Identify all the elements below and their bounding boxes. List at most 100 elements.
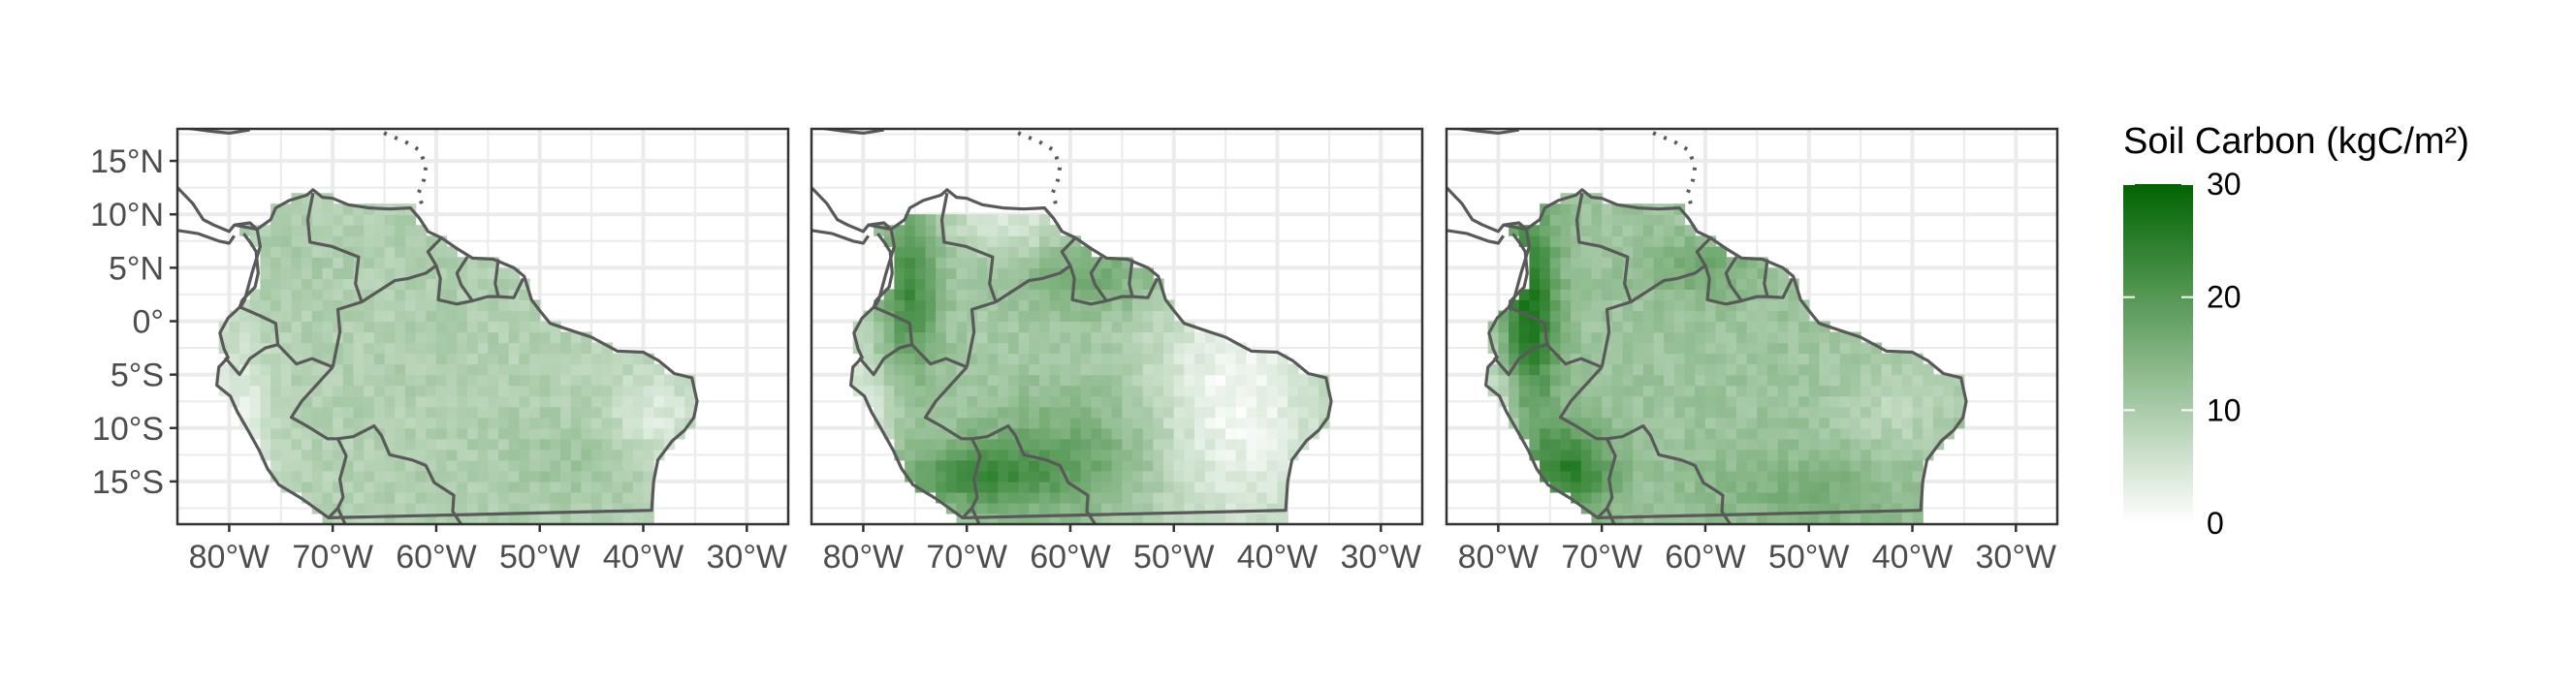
cell (457, 331, 468, 344)
cell (1308, 374, 1320, 387)
cell (1235, 395, 1248, 408)
cell (353, 225, 365, 236)
cell (1256, 374, 1268, 387)
cell (874, 353, 885, 365)
cell (1757, 331, 1768, 344)
cell (302, 459, 313, 472)
cell (1184, 331, 1195, 344)
cell (1642, 310, 1655, 323)
cell (1715, 427, 1727, 440)
cell (1839, 342, 1852, 355)
cell (1029, 214, 1040, 226)
cell (1704, 257, 1717, 268)
cell (1540, 289, 1551, 300)
cell (1850, 406, 1861, 419)
cell (663, 406, 676, 419)
cell (333, 406, 344, 419)
cell (956, 491, 968, 504)
cell (663, 417, 676, 429)
cell (1018, 374, 1030, 387)
cell (1715, 331, 1727, 344)
cell (550, 449, 561, 461)
cell (1225, 502, 1237, 514)
cell (1225, 438, 1237, 451)
cell (1060, 246, 1071, 258)
cell (260, 395, 271, 408)
cell (1580, 310, 1593, 323)
cell (1591, 331, 1603, 344)
cell (1111, 278, 1123, 290)
cell (1122, 481, 1133, 493)
cell (1798, 427, 1810, 440)
cell (435, 246, 448, 258)
cell (894, 438, 906, 451)
cell (1653, 342, 1665, 355)
cell (280, 235, 293, 247)
cell (1060, 502, 1071, 514)
cell (663, 427, 676, 440)
cell (1611, 321, 1624, 333)
cell (1642, 417, 1655, 429)
cell (333, 438, 344, 451)
cell (1256, 514, 1268, 524)
cell (956, 374, 968, 387)
cell (1038, 299, 1051, 311)
cell (467, 310, 479, 323)
cell (1860, 502, 1872, 514)
cell (1746, 438, 1758, 451)
cell (1049, 417, 1061, 429)
cell (1860, 470, 1872, 483)
cell (1664, 449, 1675, 461)
cell (1819, 331, 1830, 344)
cell (1080, 459, 1092, 472)
cell (498, 449, 510, 461)
cell (1069, 449, 1082, 461)
cell (435, 331, 448, 344)
cell (395, 257, 406, 268)
cell (539, 342, 551, 355)
cell (519, 331, 530, 344)
cell (643, 449, 654, 461)
cell (1215, 385, 1226, 397)
cell (302, 481, 313, 493)
cell (333, 235, 344, 247)
cell (591, 353, 603, 365)
cell (1163, 374, 1175, 387)
cell (280, 267, 293, 279)
cell (1746, 395, 1758, 408)
country-outlines (811, 129, 1333, 524)
cell (1029, 278, 1040, 290)
cell (956, 331, 968, 344)
cell (457, 385, 468, 397)
cell (311, 342, 324, 355)
cell (1673, 363, 1686, 376)
cell (1518, 235, 1530, 247)
cell (1633, 331, 1644, 344)
cell (1726, 449, 1737, 461)
cell (364, 246, 375, 258)
cell (1029, 267, 1040, 279)
cell (342, 395, 355, 408)
cell (1029, 331, 1040, 344)
cell (1736, 395, 1748, 408)
cell (311, 246, 324, 258)
cell (1892, 438, 1903, 451)
cell (302, 225, 313, 236)
cell (945, 225, 958, 236)
cell (322, 203, 334, 215)
cell (967, 363, 978, 376)
cell (1194, 449, 1206, 461)
cell (1767, 363, 1779, 376)
cell (1153, 374, 1164, 387)
cell (1235, 459, 1248, 472)
cell (1153, 417, 1164, 429)
cell (1266, 481, 1279, 493)
cell (987, 214, 999, 226)
cell (945, 310, 958, 323)
cell (311, 481, 324, 493)
cell (1225, 427, 1237, 440)
cell (280, 374, 293, 387)
cell (1715, 299, 1727, 311)
cell (914, 321, 927, 333)
cell (291, 331, 302, 344)
